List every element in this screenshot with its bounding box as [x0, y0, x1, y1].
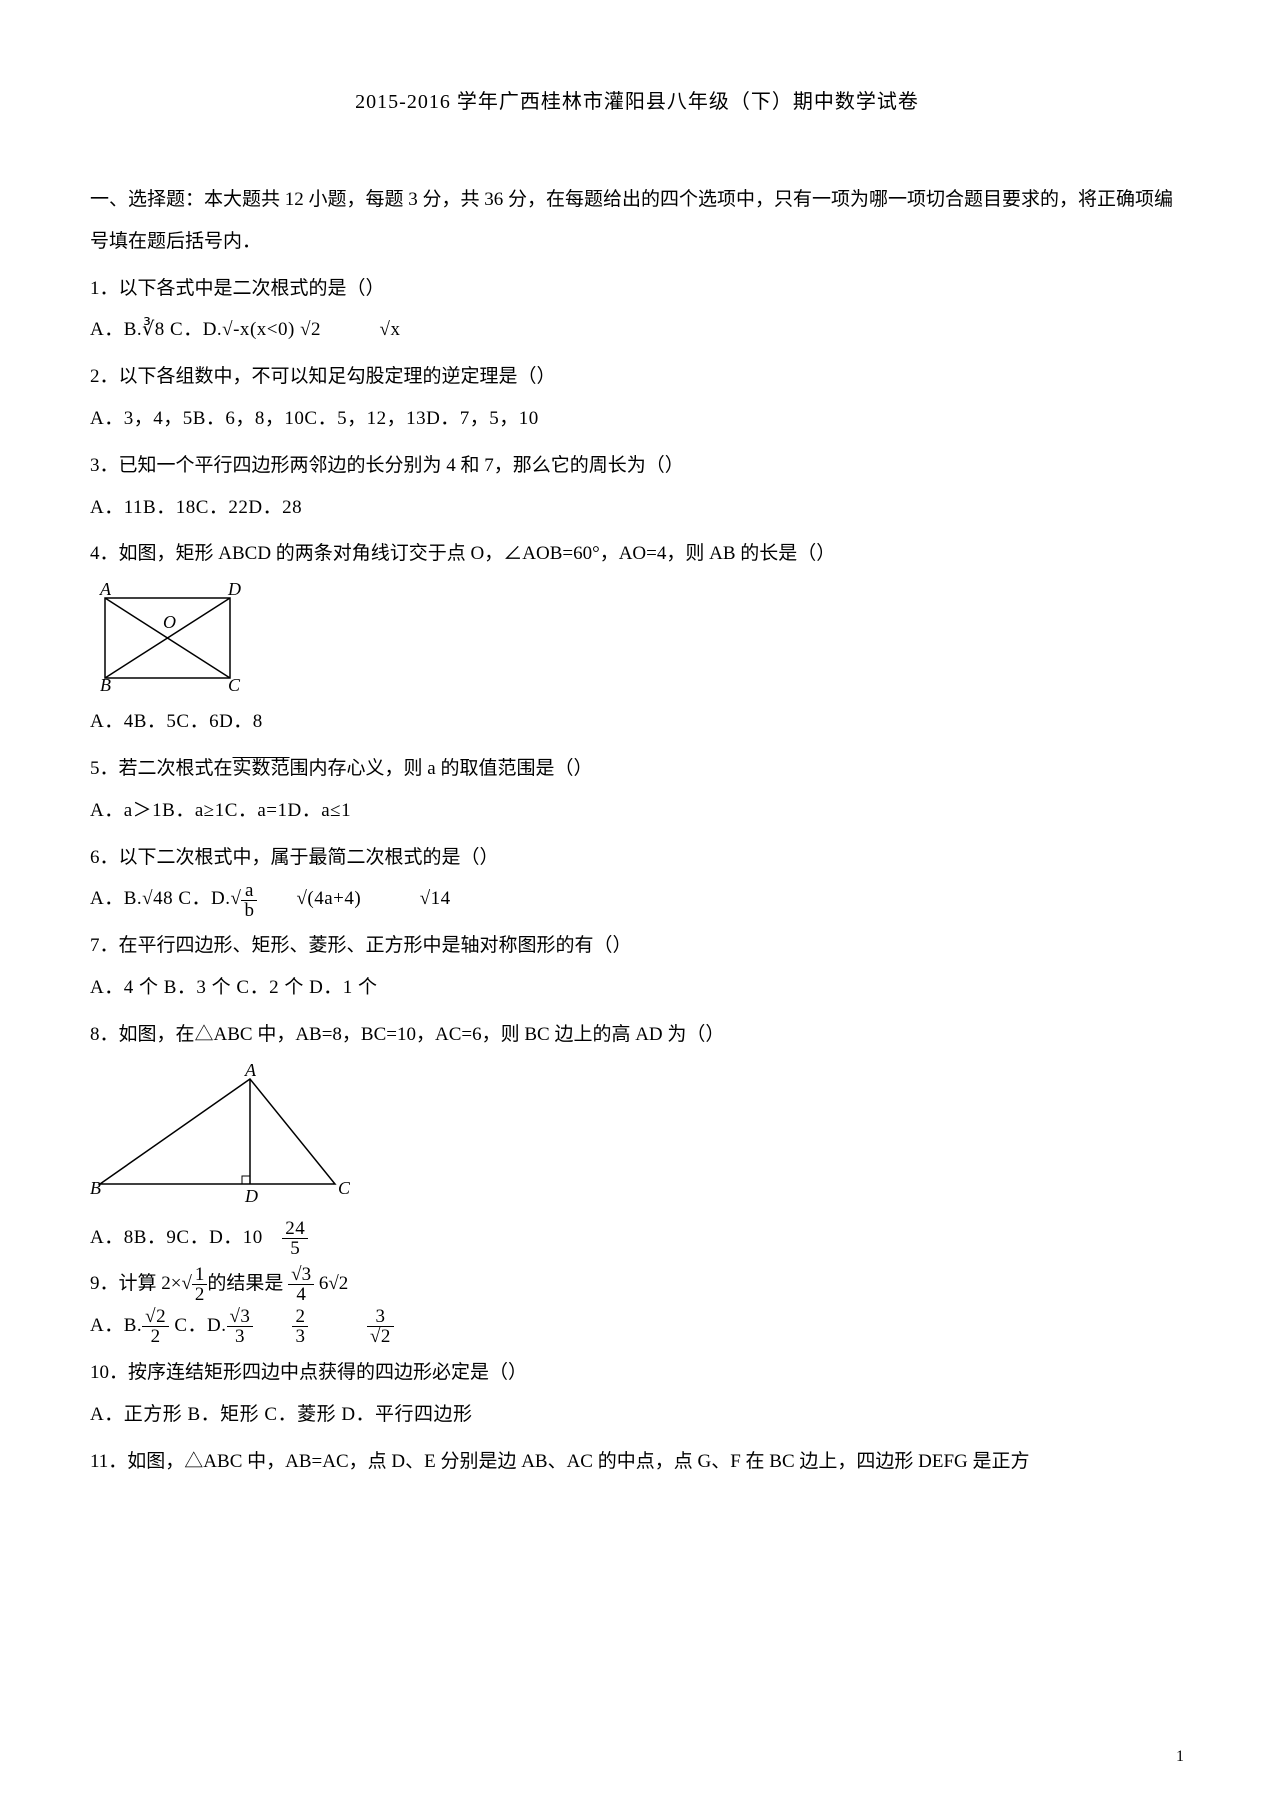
question-3: 3．已知一个平行四边形两邻边的长分别为 4 和 7，那么它的周长为（） A．11…	[90, 445, 1184, 529]
q10-text: 10．按序连结矩形四边中点获得的四边形必定是（）	[90, 1352, 1184, 1394]
q5-text: 5．若二次根式在实数范围内存心义，则 a 的取值范围是（）	[90, 748, 1184, 790]
question-2: 2．以下各组数中，不可以知足勾股定理的逆定理是（） A．3，4，5B．6，8，1…	[90, 356, 1184, 440]
q6-options: A．B.√48 C．D.√ab √(4a+4) √14	[90, 888, 451, 909]
q4-figure: A D B C O	[90, 583, 1184, 693]
label-A: A	[99, 583, 112, 599]
page-title: 2015-2016 学年广西桂林市灌阳县八年级（下）期中数学试卷	[90, 80, 1184, 124]
q8-frac-num: 24	[282, 1219, 308, 1239]
section-header: 一、选择题：本大题共 12 小题，每题 3 分，共 36 分，在每题给出的四个选…	[90, 179, 1184, 263]
label-C: C	[228, 675, 241, 693]
label-D: D	[227, 583, 241, 599]
q8-text: 8．如图，在△ABC 中，AB=8，BC=10，AC=6，则 BC 边上的高 A…	[90, 1014, 1184, 1056]
q2-options: A．3，4，5B．6，8，10C．5，12，13D．7，5，10	[90, 408, 539, 429]
q8-options: A．8B．9C．D．10 245	[90, 1227, 308, 1248]
q7-text: 7．在平行四边形、矩形、菱形、正方形中是轴对称图形的有（）	[90, 925, 1184, 967]
label-A: A	[244, 1064, 257, 1080]
q2-text: 2．以下各组数中，不可以知足勾股定理的逆定理是（）	[90, 356, 1184, 398]
question-5: 5．若二次根式在实数范围内存心义，则 a 的取值范围是（） A．a＞1B．a≥1…	[90, 748, 1184, 832]
question-8: 8．如图，在△ABC 中，AB=8，BC=10，AC=6，则 BC 边上的高 A…	[90, 1014, 1184, 1259]
question-7: 7．在平行四边形、矩形、菱形、正方形中是轴对称图形的有（） A．4 个 B．3 …	[90, 925, 1184, 1009]
label-B: B	[90, 1178, 101, 1198]
question-11: 11．如图，△ABC 中，AB=AC，点 D、E 分别是边 AB、AC 的中点，…	[90, 1441, 1184, 1483]
q8-figure: A B C D	[90, 1064, 1184, 1209]
label-C: C	[338, 1178, 350, 1198]
label-D: D	[244, 1186, 258, 1206]
q10-options: A．正方形 B．矩形 C．菱形 D．平行四边形	[90, 1404, 473, 1425]
q7-options: A．4 个 B．3 个 C．2 个 D．1 个	[90, 977, 378, 998]
question-1: 1．以下各式中是二次根式的是（） A．B.∛8 C．D.√-x(x<0) √2 …	[90, 268, 1184, 352]
label-O: O	[163, 612, 176, 632]
q9-options: A．B.√22 C．D.√33 23 3√2	[90, 1315, 394, 1336]
q3-options: A．11B．18C．22D．28	[90, 497, 302, 518]
q6-text: 6．以下二次根式中，属于最简二次根式的是（）	[90, 837, 1184, 879]
q1-text: 1．以下各式中是二次根式的是（）	[90, 268, 1184, 310]
q8-frac-den: 5	[282, 1239, 308, 1258]
q9-text: 9．计算 2×√12的结果是 √34 6√2	[90, 1263, 1184, 1305]
question-4: 4．如图，矩形 ABCD 的两条对角线订交于点 O，∠AOB=60°，AO=4，…	[90, 533, 1184, 743]
page-number: 1	[1176, 1739, 1184, 1774]
q8-options-prefix: A．8B．9C．D．10	[90, 1227, 282, 1248]
q1-options: A．B.∛8 C．D.√-x(x<0) √2 √x	[90, 319, 400, 340]
q3-text: 3．已知一个平行四边形两邻边的长分别为 4 和 7，那么它的周长为（）	[90, 445, 1184, 487]
q4-text: 4．如图，矩形 ABCD 的两条对角线订交于点 O，∠AOB=60°，AO=4，…	[90, 533, 1184, 575]
label-B: B	[100, 675, 111, 693]
question-10: 10．按序连结矩形四边中点获得的四边形必定是（） A．正方形 B．矩形 C．菱形…	[90, 1352, 1184, 1436]
q5-options: A．a＞1B．a≥1C．a=1D．a≤1	[90, 800, 351, 821]
question-9: 9．计算 2×√12的结果是 √34 6√2 A．B.√22 C．D.√33 2…	[90, 1263, 1184, 1347]
q4-options: A．4B．5C．6D．8	[90, 711, 263, 732]
q11-text: 11．如图，△ABC 中，AB=AC，点 D、E 分别是边 AB、AC 的中点，…	[90, 1441, 1184, 1483]
question-6: 6．以下二次根式中，属于最简二次根式的是（） A．B.√48 C．D.√ab √…	[90, 837, 1184, 921]
